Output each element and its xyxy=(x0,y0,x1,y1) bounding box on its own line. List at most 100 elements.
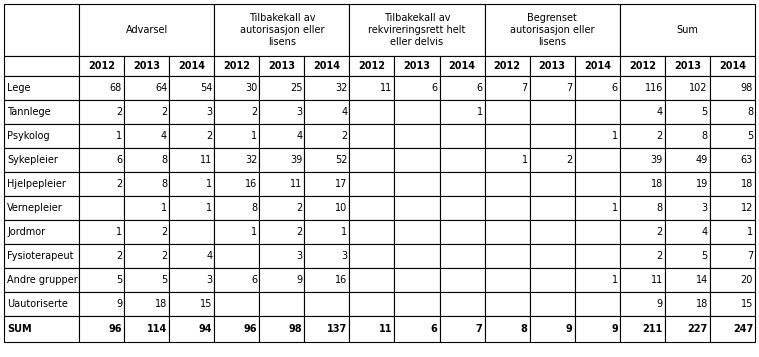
Bar xyxy=(260,196,304,220)
Text: 5: 5 xyxy=(701,251,708,261)
Bar xyxy=(665,268,710,292)
Text: 7: 7 xyxy=(476,324,483,334)
Text: 15: 15 xyxy=(741,299,753,309)
Bar xyxy=(304,292,349,316)
Bar xyxy=(665,244,710,268)
Bar xyxy=(620,244,665,268)
Text: 8: 8 xyxy=(521,324,528,334)
Bar xyxy=(665,76,710,100)
Text: 64: 64 xyxy=(155,83,167,93)
Text: 2: 2 xyxy=(161,107,167,117)
Text: 5: 5 xyxy=(116,275,122,285)
Bar xyxy=(4,148,79,172)
Bar xyxy=(665,100,710,124)
Text: Lege: Lege xyxy=(7,83,30,93)
Bar xyxy=(124,56,169,76)
Bar xyxy=(530,244,575,268)
Bar xyxy=(260,56,304,76)
Text: 6: 6 xyxy=(477,83,483,93)
Bar xyxy=(214,100,260,124)
Bar xyxy=(484,56,530,76)
Bar xyxy=(4,292,79,316)
Text: 4: 4 xyxy=(161,131,167,141)
Text: 2: 2 xyxy=(657,227,663,237)
Text: 11: 11 xyxy=(650,275,663,285)
Bar xyxy=(439,220,484,244)
Text: 9: 9 xyxy=(657,299,663,309)
Text: 1: 1 xyxy=(477,107,483,117)
Text: 2013: 2013 xyxy=(268,61,295,71)
Text: 3: 3 xyxy=(296,251,302,261)
Bar xyxy=(349,172,395,196)
Bar xyxy=(79,148,124,172)
Bar xyxy=(439,196,484,220)
Bar xyxy=(620,100,665,124)
Bar xyxy=(79,56,124,76)
Text: 19: 19 xyxy=(696,179,708,189)
Bar xyxy=(304,316,349,342)
Bar xyxy=(4,100,79,124)
Text: Hjelpepleier: Hjelpepleier xyxy=(7,179,66,189)
Bar xyxy=(710,316,755,342)
Text: 6: 6 xyxy=(251,275,257,285)
Text: Tilbakekall av
autorisasjon eller
lisens: Tilbakekall av autorisasjon eller lisens xyxy=(240,14,324,47)
Text: 2012: 2012 xyxy=(358,61,386,71)
Text: 137: 137 xyxy=(327,324,348,334)
Text: 30: 30 xyxy=(245,83,257,93)
Text: 7: 7 xyxy=(521,83,528,93)
Text: 9: 9 xyxy=(296,275,302,285)
Text: Tannlege: Tannlege xyxy=(7,107,51,117)
Bar xyxy=(620,124,665,148)
Bar xyxy=(79,172,124,196)
Bar xyxy=(349,268,395,292)
Text: 18: 18 xyxy=(155,299,167,309)
Text: 4: 4 xyxy=(206,251,213,261)
Bar xyxy=(575,100,620,124)
Text: 1: 1 xyxy=(116,227,122,237)
Bar xyxy=(169,100,214,124)
Bar xyxy=(79,4,214,56)
Bar xyxy=(4,268,79,292)
Bar xyxy=(124,148,169,172)
Text: 4: 4 xyxy=(702,227,708,237)
Bar xyxy=(169,56,214,76)
Bar xyxy=(79,268,124,292)
Text: 1: 1 xyxy=(251,227,257,237)
Bar xyxy=(395,148,439,172)
Text: 49: 49 xyxy=(696,155,708,165)
Bar xyxy=(710,172,755,196)
Text: 2012: 2012 xyxy=(493,61,521,71)
Bar xyxy=(484,268,530,292)
Text: 2: 2 xyxy=(251,107,257,117)
Bar xyxy=(439,56,484,76)
Bar xyxy=(484,148,530,172)
Bar xyxy=(484,196,530,220)
Text: 2: 2 xyxy=(296,203,302,213)
Text: 8: 8 xyxy=(747,107,753,117)
Bar xyxy=(349,56,395,76)
Text: 2014: 2014 xyxy=(584,61,611,71)
Text: 18: 18 xyxy=(650,179,663,189)
Bar xyxy=(124,292,169,316)
Bar xyxy=(665,148,710,172)
Text: 7: 7 xyxy=(747,251,753,261)
Text: 1: 1 xyxy=(251,131,257,141)
Text: 11: 11 xyxy=(379,324,392,334)
Bar xyxy=(124,316,169,342)
Bar xyxy=(665,220,710,244)
Bar xyxy=(349,148,395,172)
Bar xyxy=(260,220,304,244)
Text: 102: 102 xyxy=(689,83,708,93)
Text: 11: 11 xyxy=(380,83,392,93)
Bar xyxy=(710,148,755,172)
Bar xyxy=(395,316,439,342)
Bar xyxy=(710,292,755,316)
Text: 211: 211 xyxy=(643,324,663,334)
Bar xyxy=(169,292,214,316)
Bar xyxy=(304,268,349,292)
Bar xyxy=(124,268,169,292)
Text: 2014: 2014 xyxy=(449,61,476,71)
Text: 2014: 2014 xyxy=(178,61,205,71)
Text: 2012: 2012 xyxy=(223,61,250,71)
Bar xyxy=(124,172,169,196)
